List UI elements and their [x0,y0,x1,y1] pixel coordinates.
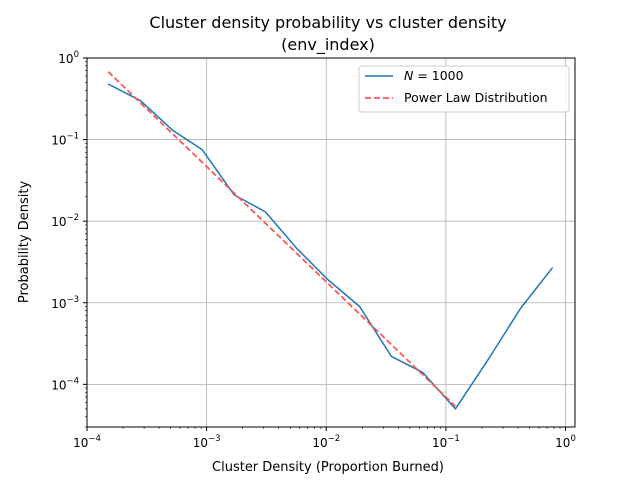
legend-label-power-law: Power Law Distribution [404,90,548,105]
plot-frame [86,57,576,428]
plot-series [107,71,554,410]
legend: N = 1000 Power Law Distribution [358,65,570,113]
series-line-n1000 [107,83,554,410]
power-law-line [107,71,456,407]
y-tick-label: 10−3 [51,295,79,311]
x-tick-label: 10−2 [312,434,340,450]
x-axis-label: Cluster Density (Proportion Burned) [212,460,444,475]
y-tick-label: 10−1 [51,132,79,148]
x-tick-label: 10−1 [432,434,460,450]
y-tick-label: 100 [58,50,79,66]
chart-subtitle: (env_index) [281,35,375,55]
x-tick-label: 10−4 [73,434,101,450]
x-tick-label: 100 [555,434,576,450]
chart-title: Cluster density probability vs cluster d… [149,13,506,32]
legend-label-n1000: N = 1000 [404,68,464,83]
y-tick-label: 10−4 [51,376,79,392]
y-tick-label: 10−2 [51,213,79,229]
x-tick-label: 10−3 [193,434,221,450]
legend-box [358,65,570,113]
axis-ticks: 10−4 10−3 10−2 10−1 100 10−4 10−3 10−2 10−1 100 [51,50,576,450]
y-axis-label: Probability Density [17,181,32,304]
